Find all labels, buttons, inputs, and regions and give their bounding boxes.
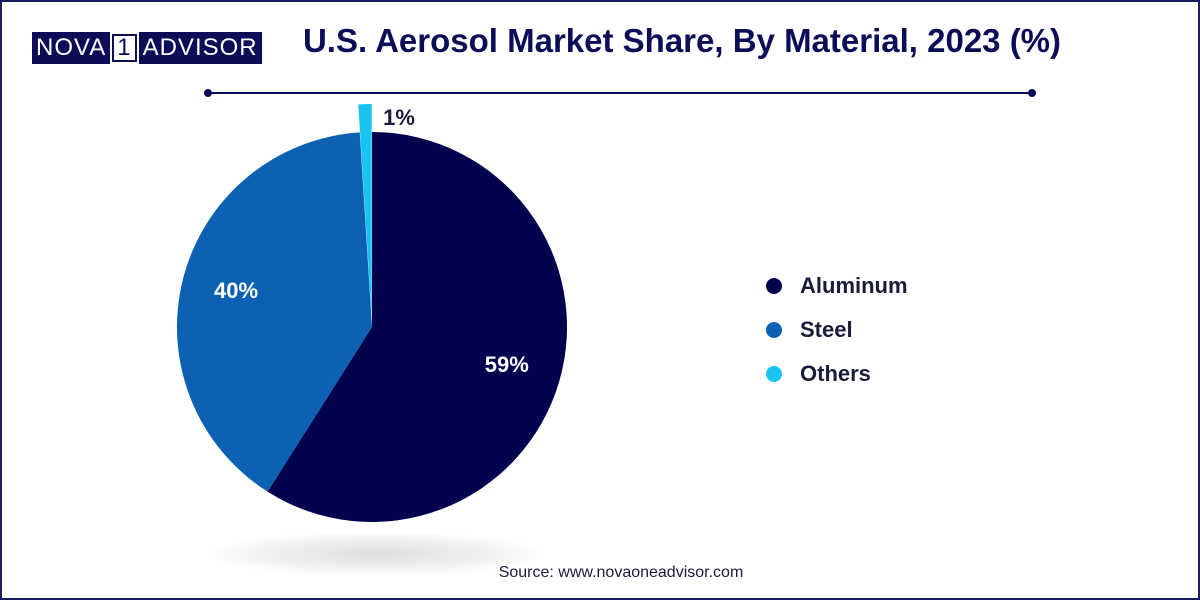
legend-label-aluminum: Aluminum [800,273,908,298]
legend: Aluminum Steel Others [766,264,908,396]
legend-swatch-aluminum [766,278,782,294]
divider-dot-right [1028,89,1036,97]
logo-text-right: ADVISOR [138,32,262,64]
divider-dot-left [204,89,212,97]
logo-text-left: NOVA [32,32,111,64]
data-label-aluminum: 59% [485,352,529,377]
chart-title: U.S. Aerosol Market Share, By Material, … [302,22,1062,59]
pie-slice-others [358,104,372,318]
legend-label-steel: Steel [800,317,853,342]
data-label-others: 1% [383,105,415,130]
legend-label-others: Others [800,361,871,386]
source-note: Source: www.novaoneadvisor.com [498,564,744,581]
legend-swatch-others [766,366,782,382]
legend-item-aluminum: Aluminum [766,264,908,308]
legend-item-steel: Steel [766,308,908,352]
pie-shadow [212,532,542,576]
legend-swatch-steel [766,322,782,338]
logo-text-mid: 1 [112,34,137,62]
pie-slice-aluminum [267,132,567,522]
pie-slice-steel [176,132,372,492]
data-label-steel: 40% [214,278,258,303]
brand-logo: NOVA 1 ADVISOR [32,32,262,64]
legend-item-others: Others [766,352,908,396]
title-divider [208,92,1032,94]
